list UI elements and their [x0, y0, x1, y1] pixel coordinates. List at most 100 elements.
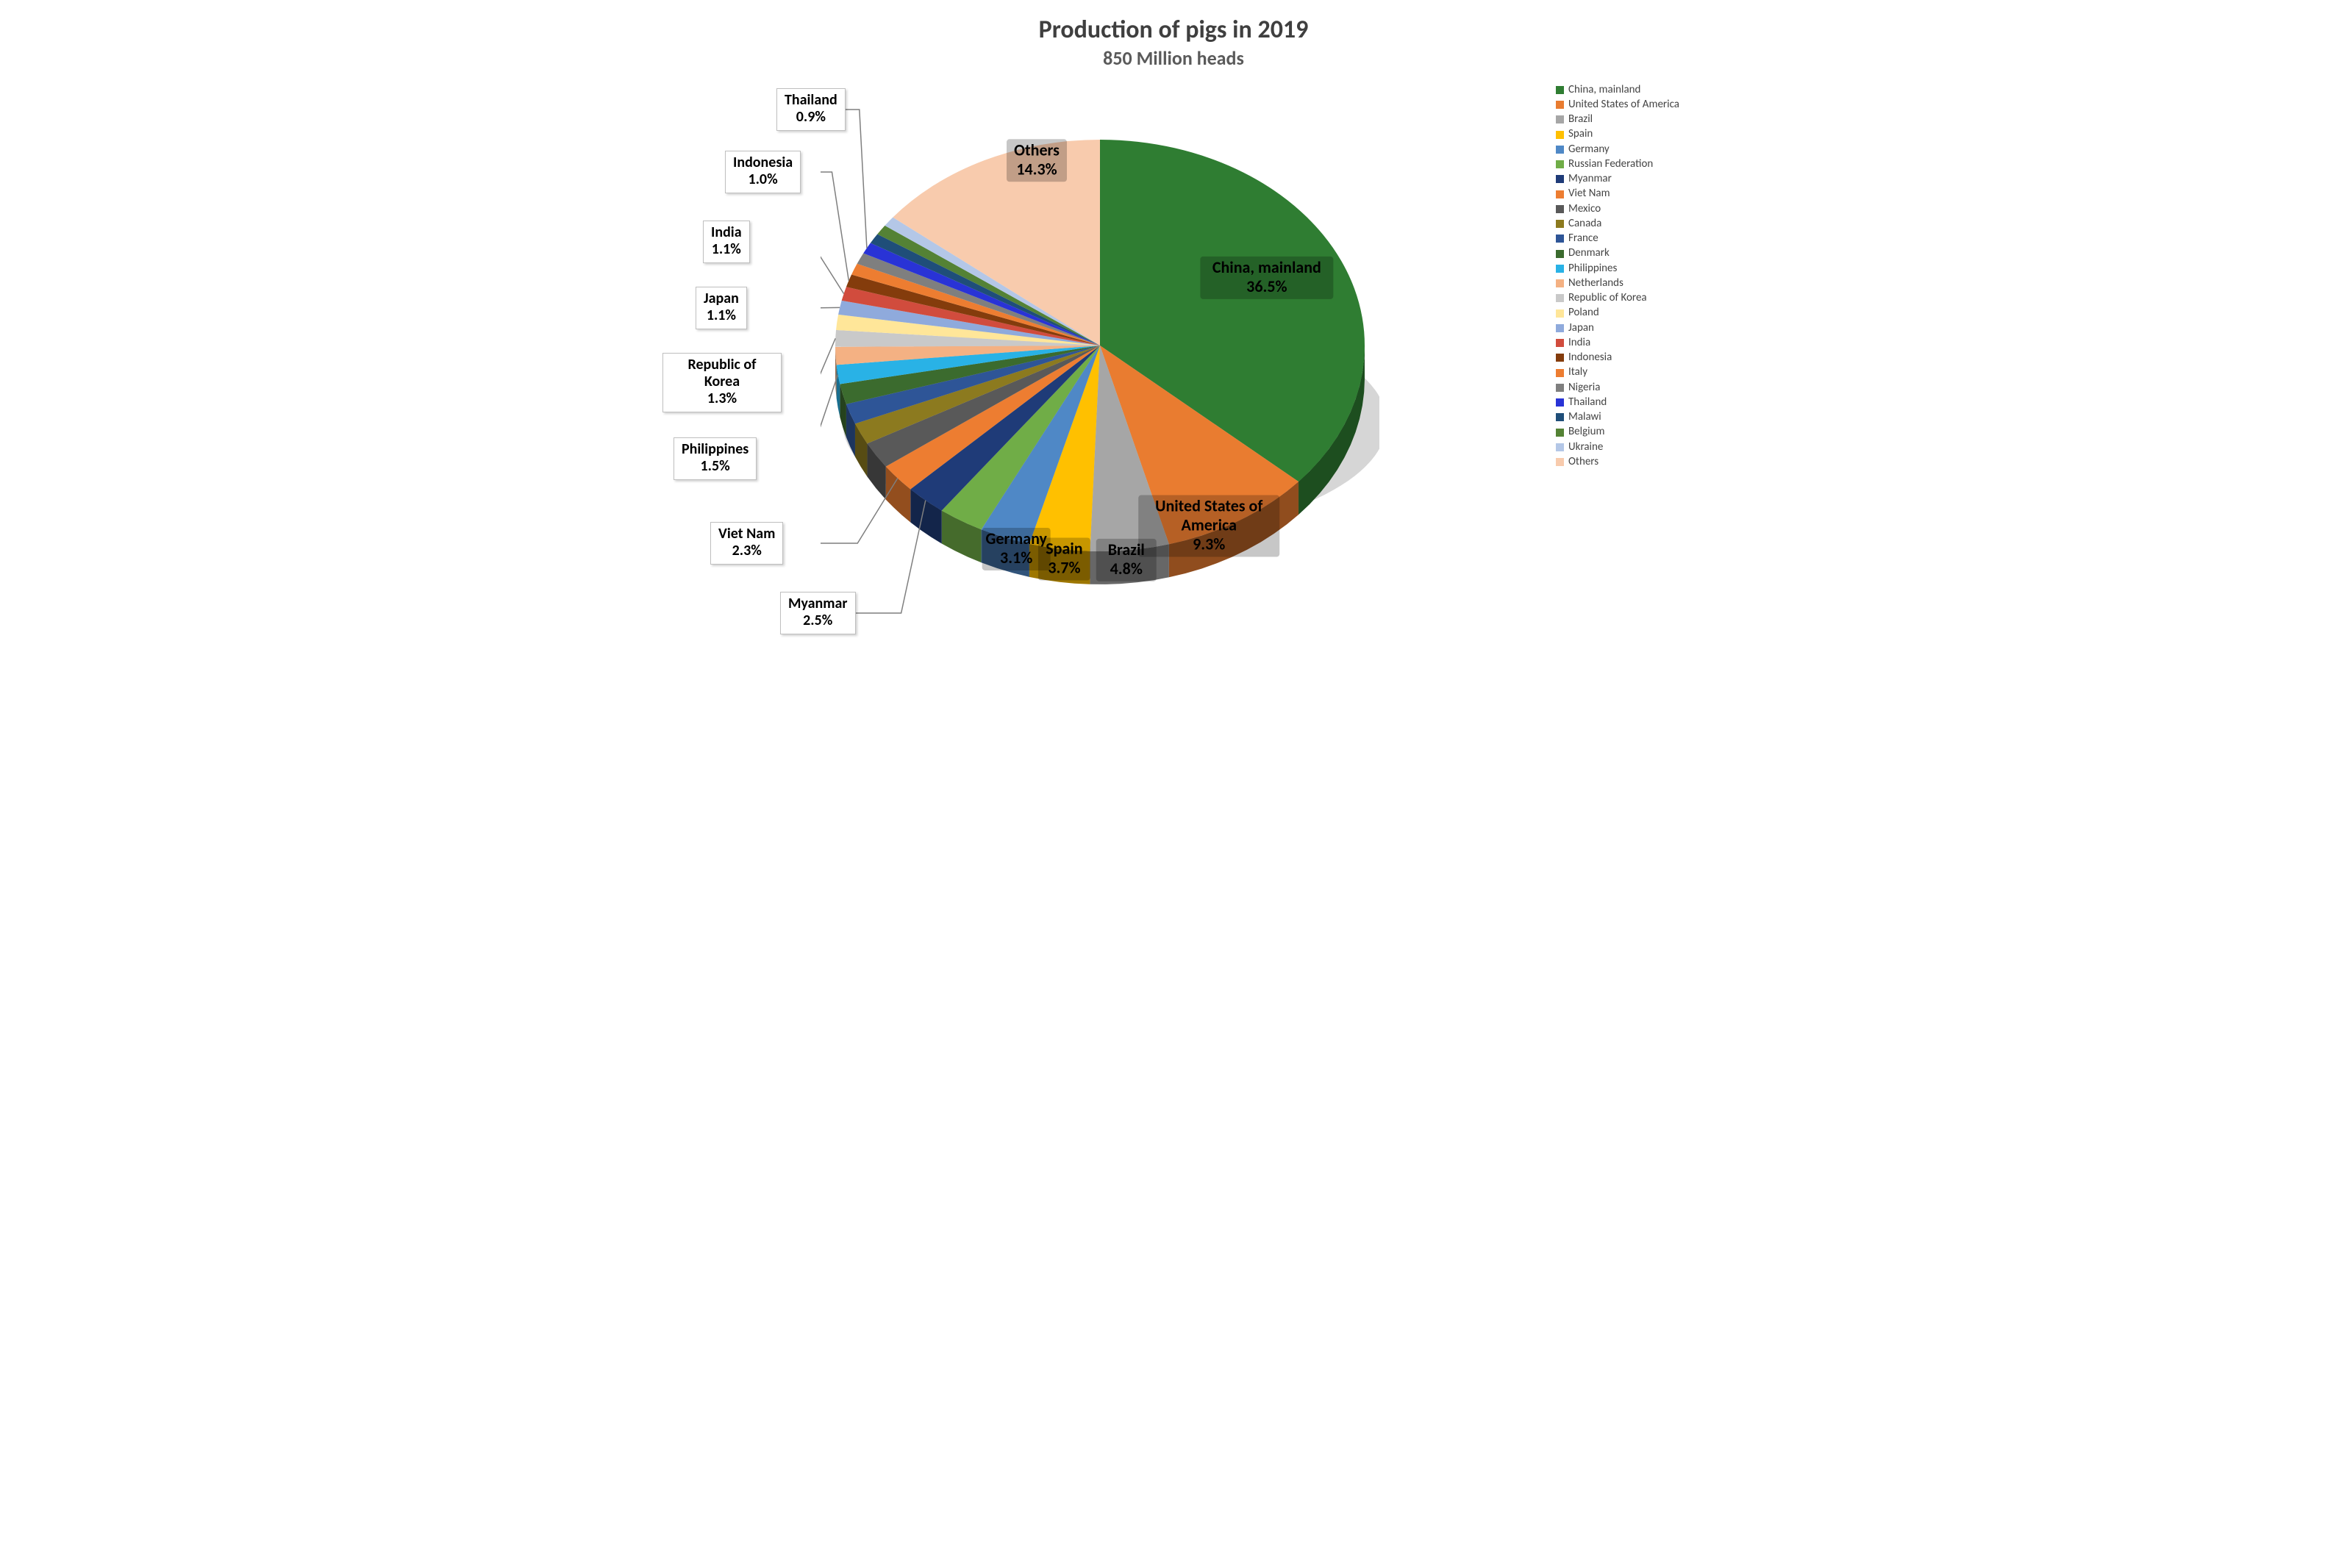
- legend-label: China, mainland: [1568, 85, 1640, 96]
- legend-item: Brazil: [1556, 114, 1714, 126]
- legend-item: Republic of Korea: [1556, 293, 1714, 304]
- callout-label: Indonesia: [733, 154, 793, 171]
- svg-text:Spain: Spain: [1046, 538, 1082, 558]
- legend-item: Spain: [1556, 129, 1714, 140]
- legend-item: Canada: [1556, 218, 1714, 230]
- callout-india: India1.1%: [703, 221, 750, 263]
- callout-pct: 1.1%: [711, 241, 742, 258]
- legend-label: Spain: [1568, 129, 1593, 140]
- legend-label: Denmark: [1568, 248, 1610, 259]
- legend-swatch: [1556, 131, 1564, 139]
- callout-indonesia: Indonesia1.0%: [725, 151, 801, 193]
- legend-label: Viet Nam: [1568, 188, 1610, 200]
- legend-label: Nigeria: [1568, 382, 1600, 394]
- callout-japan: Japan1.1%: [696, 287, 747, 329]
- callout-label: Myanmar: [788, 595, 848, 612]
- callout-label: Japan: [704, 290, 739, 307]
- legend-item: Indonesia: [1556, 352, 1714, 364]
- legend-swatch: [1556, 265, 1564, 273]
- legend-item: Thailand: [1556, 397, 1714, 409]
- legend-swatch: [1556, 190, 1564, 198]
- pie-chart: Production of pigs in 2019 850 Million h…: [629, 15, 1718, 750]
- legend-item: Viet Nam: [1556, 188, 1714, 200]
- svg-text:Others: Others: [1014, 140, 1060, 160]
- callout-label: Viet Nam: [718, 526, 775, 543]
- legend-label: Ukraine: [1568, 442, 1603, 454]
- legend-swatch: [1556, 175, 1564, 183]
- legend-label: Russian Federation: [1568, 159, 1653, 171]
- svg-text:36.5%: 36.5%: [1246, 276, 1287, 296]
- legend-swatch: [1556, 443, 1564, 451]
- svg-text:Brazil: Brazil: [1108, 540, 1145, 559]
- callout-pct: 2.5%: [788, 612, 848, 629]
- svg-text:4.8%: 4.8%: [1110, 559, 1143, 579]
- legend-item: Germany: [1556, 144, 1714, 156]
- svg-text:America: America: [1181, 515, 1236, 534]
- callout-viet-nam: Viet Nam2.3%: [710, 522, 783, 565]
- legend-item: Myanmar: [1556, 173, 1714, 185]
- legend-item: Mexico: [1556, 204, 1714, 215]
- legend-item: Ukraine: [1556, 442, 1714, 454]
- pie-svg: China, mainland36.5% United States ofAmer…: [821, 96, 1379, 698]
- legend-swatch: [1556, 250, 1564, 258]
- legend-item: Others: [1556, 457, 1714, 468]
- callout-pct: 1.0%: [733, 171, 793, 188]
- legend-label: Netherlands: [1568, 278, 1623, 290]
- legend-label: Italy: [1568, 367, 1587, 379]
- callout-thailand: Thailand0.9%: [776, 88, 846, 131]
- chart-titles: Production of pigs in 2019 850 Million h…: [629, 15, 1718, 70]
- legend-item: Italy: [1556, 367, 1714, 379]
- legend-label: Malawi: [1568, 412, 1601, 423]
- chart-subtitle: 850 Million heads: [629, 46, 1718, 70]
- callout-pct: 1.5%: [682, 458, 749, 475]
- legend-swatch: [1556, 115, 1564, 123]
- svg-text:United States of: United States of: [1155, 495, 1262, 515]
- svg-text:3.7%: 3.7%: [1048, 557, 1080, 577]
- legend-swatch: [1556, 86, 1564, 94]
- legend-swatch: [1556, 429, 1564, 437]
- legend-item: Netherlands: [1556, 278, 1714, 290]
- callout-pct: 1.1%: [704, 307, 739, 324]
- legend-swatch: [1556, 458, 1564, 466]
- legend-swatch: [1556, 339, 1564, 347]
- legend-item: Russian Federation: [1556, 159, 1714, 171]
- legend-swatch: [1556, 146, 1564, 154]
- legend-swatch: [1556, 384, 1564, 392]
- legend-swatch: [1556, 101, 1564, 109]
- legend-item: Japan: [1556, 323, 1714, 334]
- callout-label: India: [711, 224, 742, 241]
- legend-label: France: [1568, 233, 1598, 245]
- legend-item: Malawi: [1556, 412, 1714, 423]
- legend: China, mainland United States of America B…: [1556, 81, 1714, 471]
- legend-item: Philippines: [1556, 263, 1714, 275]
- legend-swatch: [1556, 235, 1564, 243]
- legend-item: United States of America: [1556, 99, 1714, 111]
- svg-text:3.1%: 3.1%: [1000, 548, 1032, 568]
- callout-label: Philippines: [682, 441, 749, 458]
- legend-swatch: [1556, 309, 1564, 318]
- legend-item: Poland: [1556, 307, 1714, 319]
- callout-philippines: Philippines1.5%: [674, 437, 757, 480]
- legend-swatch: [1556, 294, 1564, 302]
- legend-swatch: [1556, 354, 1564, 362]
- legend-swatch: [1556, 279, 1564, 287]
- legend-label: Japan: [1568, 323, 1594, 334]
- callout-myanmar: Myanmar2.5%: [780, 592, 856, 634]
- legend-label: Others: [1568, 457, 1598, 468]
- callout-pct: 1.3%: [671, 390, 774, 407]
- legend-swatch: [1556, 413, 1564, 421]
- callout-pct: 2.3%: [718, 543, 775, 559]
- legend-item: Belgium: [1556, 426, 1714, 438]
- legend-label: Myanmar: [1568, 173, 1612, 185]
- legend-swatch: [1556, 160, 1564, 168]
- pie-area: China, mainland36.5% United States ofAmer…: [821, 96, 1379, 654]
- legend-swatch: [1556, 220, 1564, 228]
- svg-text:14.3%: 14.3%: [1016, 159, 1057, 179]
- legend-label: Thailand: [1568, 397, 1607, 409]
- callout-label: Korea: [671, 373, 774, 390]
- legend-label: Canada: [1568, 218, 1601, 230]
- legend-label: Poland: [1568, 307, 1599, 319]
- svg-text:China, mainland: China, mainland: [1212, 257, 1321, 277]
- chart-title: Production of pigs in 2019: [629, 15, 1718, 45]
- legend-item: France: [1556, 233, 1714, 245]
